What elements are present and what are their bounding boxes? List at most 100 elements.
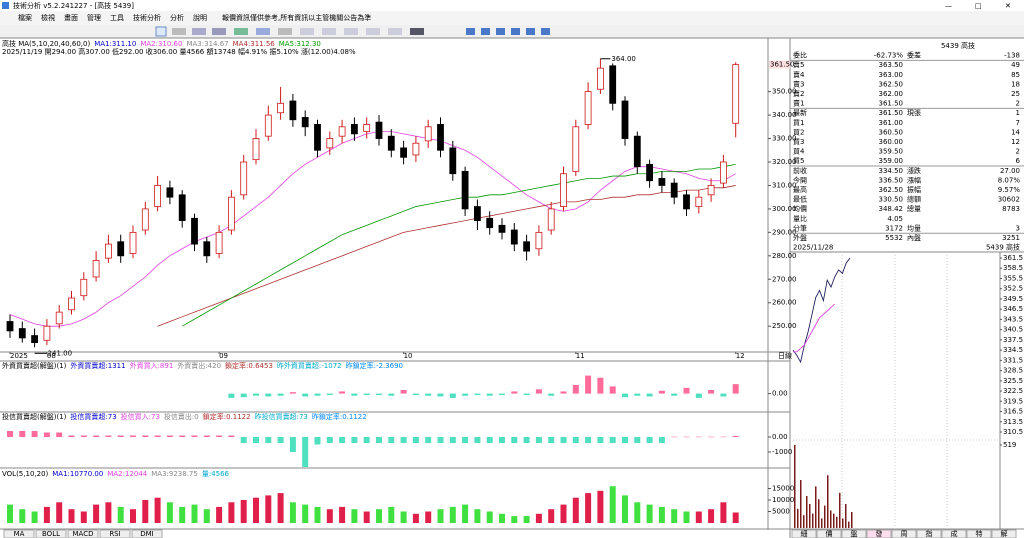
legend-item: 量:4566 [202,470,230,478]
date-label: 09 [219,352,228,360]
tab-label[interactable]: MA [14,530,25,538]
volume-bar [848,521,850,528]
tab[interactable] [67,529,99,538]
menu-item[interactable]: 說明 [193,13,207,22]
bar [535,513,542,523]
tool[interactable] [388,28,402,35]
bar [289,392,296,394]
bar [216,506,223,523]
quote-value: 3172 [885,224,903,232]
quote-value: 4.05 [887,215,903,223]
tab[interactable] [791,529,817,538]
tab-label[interactable]: 周 [901,530,908,538]
quote-label: 最高 [793,185,807,194]
candle-body [732,64,740,124]
bar [7,504,13,523]
tool[interactable] [541,28,550,35]
menu-item[interactable]: 分析 [170,13,184,22]
tab[interactable] [991,529,1017,538]
menu-item[interactable]: 畫面 [64,13,78,22]
menu-item[interactable]: 檢視 [41,13,55,22]
quote-value: 362.50 [879,80,904,88]
tab-label[interactable]: 盤 [851,529,858,538]
tab-label[interactable]: 成 [951,529,958,538]
bar [486,437,493,443]
tab-label[interactable]: 發 [876,529,883,538]
tool[interactable] [234,28,248,35]
tab[interactable] [841,529,867,538]
quote-label: 買1 [793,119,804,127]
tool[interactable] [322,28,336,35]
tool[interactable] [410,28,424,35]
tab[interactable] [131,529,163,538]
tool[interactable] [496,28,505,35]
tool[interactable] [481,28,490,35]
menu-item[interactable]: 工具 [110,14,124,22]
bar [400,511,407,523]
bar [646,504,653,523]
volume-bar [842,518,844,528]
tab-label[interactable]: 特 [976,529,983,538]
tool[interactable] [511,28,520,35]
bar [732,435,739,437]
tool[interactable] [526,28,535,35]
volume-bar [845,504,847,528]
tab-label[interactable]: BOLL [42,530,60,538]
tab[interactable] [99,529,131,538]
tab[interactable] [816,529,842,538]
tool[interactable] [278,28,292,35]
tool[interactable] [344,28,358,35]
bar [486,511,493,523]
tab-label[interactable]: 細 [801,529,808,538]
tool[interactable] [155,26,167,37]
tab[interactable] [941,529,967,538]
tool[interactable] [212,28,226,35]
menu-item[interactable]: 檔案 [18,13,32,22]
bar [376,393,382,396]
tab[interactable] [916,529,942,538]
legend-item: MA5:312.30 [279,40,321,48]
y-tick-label: 340.00 [772,111,797,119]
menu: 檔案 檢視 畫面 管理 工具 技術分析 分析 說明 報價資訊僅供參考,所有資訊以主管機關公告為準 [18,13,371,22]
tab[interactable] [35,529,67,538]
bar [339,391,346,394]
bar [720,502,727,523]
bar [449,506,456,523]
menu-item[interactable]: 技術分析 [133,13,161,22]
bar [412,437,419,443]
maximize[interactable]: □ [975,2,982,10]
tool[interactable] [172,28,186,35]
tool[interactable] [300,28,314,35]
tab-label[interactable]: DMI [140,530,154,538]
tab[interactable] [3,529,35,538]
menu-item[interactable]: 管理 [87,13,101,22]
close[interactable]: ✕ [1005,2,1011,10]
tab[interactable] [891,529,917,538]
bar [499,393,505,396]
volume-bar [806,496,808,528]
tab[interactable] [966,529,992,538]
candle-body [535,231,543,250]
y-tick-label: 349.5 [1003,295,1023,303]
tab[interactable] [866,529,892,538]
tool[interactable] [256,28,270,35]
legend-item: MA3:314.67 [186,40,228,48]
tab-label[interactable]: 解 [1001,529,1008,538]
bar [523,516,530,523]
tool[interactable] [366,28,380,35]
tab-label[interactable]: MACD [73,530,94,538]
tab-label[interactable]: 指 [926,529,933,538]
bar [671,509,678,523]
tool[interactable] [192,28,206,35]
minimize[interactable]: — [945,2,952,10]
tool[interactable] [466,28,475,35]
legend-item: 外資買賣超:1311 [70,361,125,370]
bar [166,435,173,437]
bar [720,436,727,438]
bar [609,437,616,443]
bar [142,435,149,437]
tab-label[interactable]: RSI [109,530,120,538]
candle-body [633,135,641,168]
tab-label[interactable]: 價 [826,529,833,538]
bar [732,384,739,394]
